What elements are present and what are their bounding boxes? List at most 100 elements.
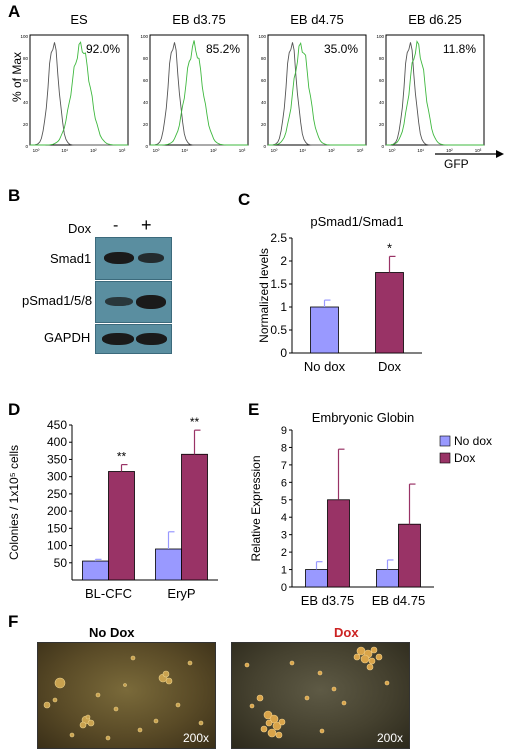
y-tick-label: 200 (47, 504, 67, 518)
magnification-dox: 200x (376, 731, 403, 745)
panel-letter-b: B (8, 186, 21, 205)
chart-e-embryonic-globin: 0 1 2 3 4 5 6 7 8 9 Embryonic Globin Relative Expre… (249, 410, 492, 608)
bar (376, 569, 399, 588)
legend-label: Dox (454, 451, 475, 465)
y-tick-label: 400 (47, 435, 67, 449)
panel-letter-e: E (248, 400, 260, 419)
histogram-ytick: 40 (23, 100, 29, 105)
histogram-xtick: 10¹ (61, 148, 68, 153)
chart-title: pSmad1/Smad1 (310, 214, 403, 229)
band-gapdh-minus (102, 333, 134, 345)
histogram-0: 92.0% 100 80 60 40 20 0 10⁰ 10¹ 10² 10³ (20, 34, 129, 153)
bar (82, 560, 109, 581)
blot-strip-gapdh (95, 324, 172, 354)
bar (305, 569, 328, 588)
histogram-ytick: 80 (379, 56, 385, 61)
gfp-histogram (30, 41, 128, 146)
y-tick-label: 450 (47, 418, 67, 432)
magnification-no-dox: 200x (182, 731, 209, 745)
bar (310, 306, 339, 354)
y-tick-label: 50 (54, 556, 68, 570)
histogram-ytick: 40 (379, 100, 385, 105)
y-tick-label: 1 (280, 300, 287, 314)
panel-letter-a: A (8, 2, 21, 21)
histogram-xtick: 10³ (239, 148, 246, 153)
histogram-ytick: 0 (381, 144, 384, 149)
histogram-frame (267, 34, 367, 146)
panel-letter-f: F (8, 612, 19, 631)
histogram-xtick: 10⁰ (389, 148, 396, 153)
y-axis-label: Relative Expression (249, 455, 263, 561)
histogram-percent: 11.8% (443, 42, 476, 56)
bar (155, 548, 182, 581)
photo-label-dox: Dox (334, 625, 359, 640)
histogram-frame (385, 34, 485, 146)
category-label: BL-CFC (85, 586, 132, 601)
blot-label-gapdh: GAPDH (44, 330, 91, 345)
chart-c-pSmad-ratio: 0 0.5 1 1.5 2 2.5 pSmad1/Smad1 Normalized level… (257, 214, 422, 374)
histogram-ytick: 20 (261, 122, 267, 127)
histogram-ytick: 60 (143, 78, 149, 83)
panel-letter-c: C (238, 190, 251, 209)
histogram-ytick: 100 (376, 34, 384, 39)
gfp-histogram (385, 40, 484, 146)
histogram-xtick: 10² (210, 148, 217, 153)
y-tick-label: 300 (47, 470, 67, 484)
histogram-ytick: 60 (261, 78, 267, 83)
category-label: EryP (167, 586, 195, 601)
y-tick-label: 0 (280, 346, 287, 360)
photo-label-no-dox: No Dox (89, 625, 135, 640)
histogram-2: 35.0% 100 80 60 40 20 0 10⁰ 10¹ 10² 10³ (258, 34, 367, 153)
y-tick-label: 2.5 (270, 231, 287, 245)
y-tick-label: 0 (281, 582, 287, 594)
blot-strip-smad1 (95, 237, 172, 280)
y-axis-label: Colonies / 1x10⁵ cells (7, 445, 21, 560)
chart-d-colonies: 50 100 150 200 250 300 350 400 450 Colonies / 1x1… (7, 415, 218, 601)
histogram-ytick: 0 (25, 144, 28, 149)
blot-label-smad1: Smad1 (50, 251, 92, 266)
histogram-ytick: 0 (263, 144, 266, 149)
significance-mark: * (387, 240, 392, 255)
histogram-ytick: 60 (23, 78, 29, 83)
histogram-xtick: 10² (90, 148, 97, 153)
lane-label-minus: - (113, 217, 119, 234)
y-tick-label: 6 (281, 477, 287, 489)
histogram-ytick: 0 (145, 144, 148, 149)
histogram-xtick: 10¹ (181, 148, 188, 153)
histogram-frame (149, 34, 249, 146)
histogram-ytick: 80 (261, 56, 267, 61)
y-tick-label: 4 (281, 512, 287, 524)
histogram-frame (29, 34, 129, 146)
histogram-ytick: 20 (23, 122, 29, 127)
significance-mark: ** (117, 450, 127, 464)
histogram-1: 85.2% 100 80 60 40 20 0 10⁰ 10¹ 10² 10³ (140, 34, 249, 153)
histogram-xtick: 10³ (119, 148, 126, 153)
histogram-ytick: 100 (258, 34, 266, 39)
western-treatment-label: Dox (68, 221, 92, 236)
y-tick-label: 0.5 (270, 323, 287, 337)
y-tick-label: 100 (47, 539, 67, 553)
histogram-title: EB d6.25 (408, 12, 462, 27)
band-smad1-minus (104, 252, 134, 264)
histogram-xtick: 10² (328, 148, 335, 153)
histogram-ytick: 80 (143, 56, 149, 61)
bar (181, 453, 208, 581)
gfp-histogram (268, 41, 366, 146)
histogram-ytick: 40 (143, 100, 149, 105)
y-tick-label: 350 (47, 452, 67, 466)
histogram-title: ES (70, 12, 88, 27)
histogram-xtick: 10¹ (417, 148, 424, 153)
histogram-percent: 85.2% (206, 42, 240, 56)
bar (375, 272, 404, 354)
histogram-xtick: 10³ (357, 148, 364, 153)
y-tick-label: 1 (281, 565, 287, 577)
histogram-xtick: 10³ (475, 148, 482, 153)
legend-swatch (439, 435, 451, 447)
histogram-ytick: 20 (379, 122, 385, 127)
y-axis-label: Normalized levels (257, 248, 271, 343)
blot-strip-psmad (95, 281, 172, 323)
y-tick-label: 2 (280, 254, 287, 268)
bar (108, 471, 135, 581)
histogram-xtick: 10² (446, 148, 453, 153)
y-tick-label: 1.5 (270, 277, 287, 291)
